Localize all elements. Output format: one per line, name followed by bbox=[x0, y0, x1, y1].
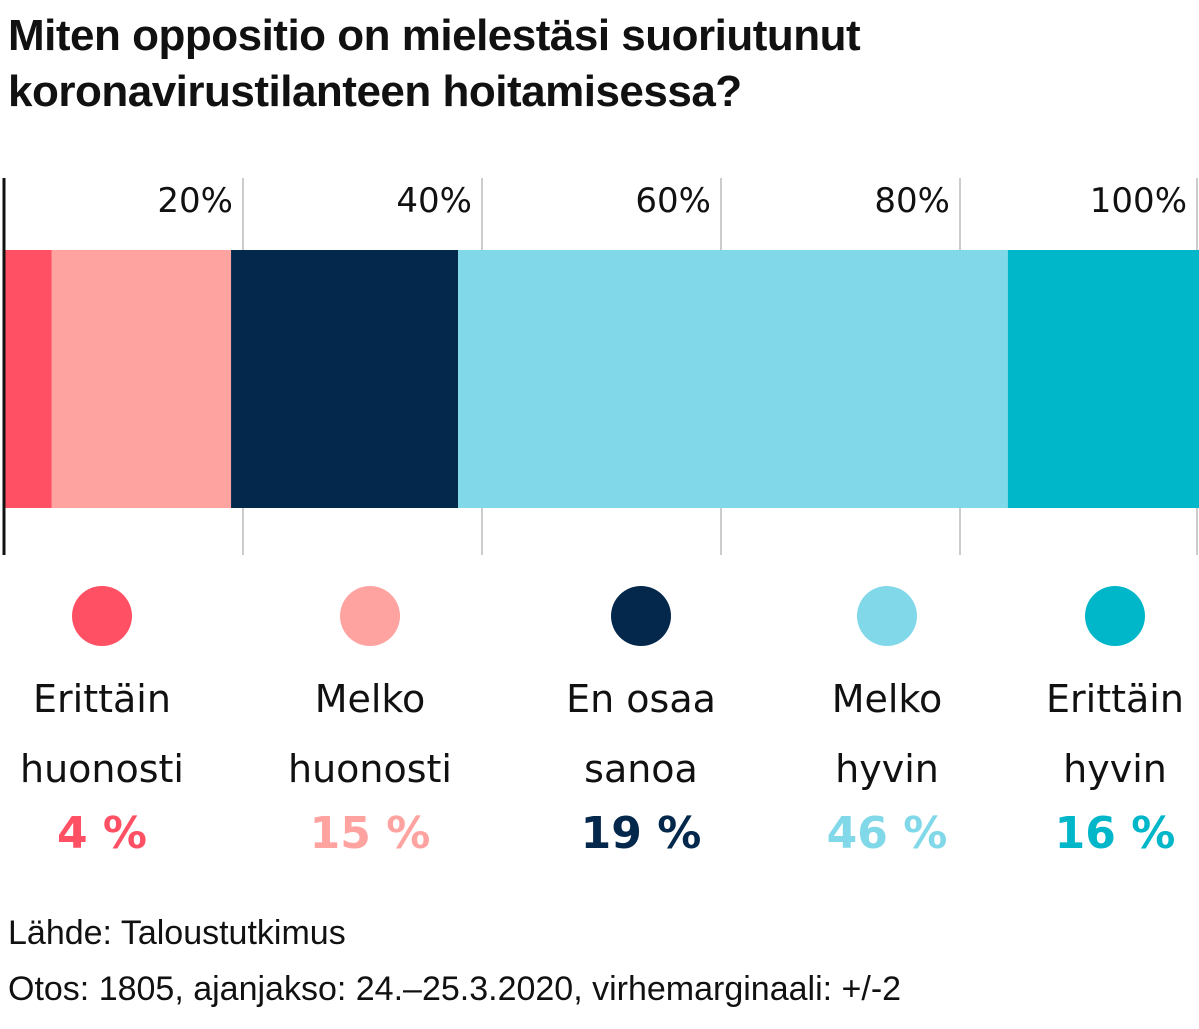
legend-item-1: Erittäin huonosti 4 % bbox=[0, 586, 212, 864]
legend-item-3: En osaa sanoa 19 % bbox=[531, 586, 751, 864]
bar-segment-1 bbox=[4, 250, 52, 508]
chart-title: Miten oppositio on mielestäsi suoriutunu… bbox=[8, 11, 861, 116]
stacked-bar-chart: 20% 40% 60% 80% 100% bbox=[2, 178, 1199, 555]
legend-item-5: Erittäin hyvin 16 % bbox=[1005, 586, 1199, 864]
legend-item-2: Melko huonosti 15 % bbox=[260, 586, 480, 864]
legend-label: Melko hyvin bbox=[831, 677, 943, 791]
legend-item-4: Melko hyvin 46 % bbox=[777, 586, 997, 864]
tick-label-40: 40% bbox=[396, 181, 472, 221]
bar-segment-5 bbox=[1007, 250, 1199, 508]
tick-label-100: 100% bbox=[1090, 181, 1187, 221]
legend-label: Erittäin hyvin bbox=[1046, 677, 1184, 791]
legend-swatch bbox=[72, 586, 132, 646]
data-label: 46 % bbox=[826, 808, 948, 859]
bar-segment-3 bbox=[231, 250, 459, 508]
legend-label: En osaa sanoa bbox=[566, 677, 716, 791]
legend-label: Erittäin huonosti bbox=[19, 677, 184, 791]
data-label: 15 % bbox=[309, 808, 431, 859]
legend-label: Melko huonosti bbox=[287, 677, 452, 791]
bar-segment-4 bbox=[458, 250, 1008, 508]
tick-label-20: 20% bbox=[157, 181, 233, 221]
bar-segment-2 bbox=[51, 250, 232, 508]
data-label: 4 % bbox=[56, 808, 148, 859]
legend-swatch bbox=[340, 586, 400, 646]
legend-swatch bbox=[1085, 586, 1145, 646]
footer: Lähde: Taloustutkimus Otos: 1805, ajanja… bbox=[8, 905, 1188, 1017]
source-note: Lähde: Taloustutkimus bbox=[8, 914, 346, 952]
sample-note: Otos: 1805, ajanjakso: 24.–25.3.2020, vi… bbox=[8, 970, 902, 1008]
legend: Erittäin huonosti 4 % Melko huonosti 15 % En… bbox=[0, 586, 1199, 866]
legend-swatch bbox=[611, 586, 671, 646]
tick-label-80: 80% bbox=[874, 181, 950, 221]
data-label: 19 % bbox=[580, 808, 702, 859]
tick-label-60: 60% bbox=[635, 181, 711, 221]
data-label: 16 % bbox=[1054, 808, 1176, 859]
legend-swatch bbox=[857, 586, 917, 646]
